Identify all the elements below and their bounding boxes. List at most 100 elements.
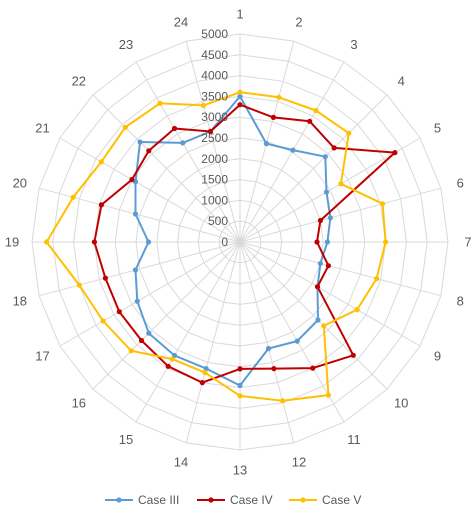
tick-label: 1000 bbox=[201, 193, 228, 207]
category-label: 15 bbox=[119, 432, 133, 447]
legend-item: Case III bbox=[105, 493, 179, 507]
data-point-10 bbox=[315, 317, 321, 323]
data-point-4 bbox=[322, 154, 328, 160]
category-label: 8 bbox=[457, 294, 464, 309]
legend-label: Case V bbox=[322, 493, 361, 507]
data-point-5 bbox=[323, 189, 330, 195]
tick-label: 0 bbox=[221, 235, 228, 249]
category-label: 11 bbox=[347, 432, 361, 447]
spoke-6 bbox=[239, 187, 442, 243]
data-point-11 bbox=[325, 392, 331, 398]
category-label: 19 bbox=[5, 235, 19, 250]
spoke-17 bbox=[59, 241, 241, 347]
data-point-14 bbox=[199, 380, 205, 386]
data-point-2 bbox=[276, 94, 282, 100]
category-label: 2 bbox=[295, 14, 302, 29]
data-point-11 bbox=[294, 338, 300, 344]
data-point-11 bbox=[310, 365, 316, 371]
data-point-2 bbox=[270, 114, 276, 120]
legend-swatch-marker bbox=[116, 497, 122, 503]
data-point-16 bbox=[138, 337, 145, 344]
data-point-21 bbox=[98, 159, 104, 165]
data-point-3 bbox=[307, 118, 313, 124]
spoke-4 bbox=[239, 94, 388, 243]
data-point-14 bbox=[203, 366, 209, 372]
spoke-11 bbox=[239, 241, 345, 423]
category-label: 24 bbox=[174, 14, 188, 29]
tick-label: 5000 bbox=[201, 27, 228, 41]
data-point-3 bbox=[290, 147, 296, 153]
series-case-iv bbox=[91, 102, 398, 386]
spoke-10 bbox=[239, 241, 388, 390]
tick-label: 500 bbox=[208, 214, 228, 228]
data-point-19 bbox=[145, 239, 152, 245]
spoke-23 bbox=[135, 61, 241, 243]
category-label: 23 bbox=[119, 37, 133, 52]
data-point-7 bbox=[314, 239, 320, 245]
data-point-18 bbox=[102, 275, 108, 281]
data-point-23 bbox=[171, 125, 178, 132]
data-point-17 bbox=[116, 309, 122, 315]
data-point-23 bbox=[157, 100, 163, 106]
spoke-12 bbox=[239, 241, 295, 444]
tick-label: 4000 bbox=[201, 69, 228, 83]
data-point-13 bbox=[237, 382, 243, 389]
data-point-24 bbox=[200, 102, 206, 108]
spoke-16 bbox=[92, 241, 241, 390]
tick-label: 4500 bbox=[201, 48, 228, 62]
tick-labels: 0 500 1000 1500 2000 2500 3000 3500 4000 4500 5000 bbox=[201, 27, 228, 249]
category-label: 13 bbox=[233, 463, 247, 478]
spoke-5 bbox=[239, 137, 421, 243]
data-point-20 bbox=[98, 202, 104, 208]
data-point-10 bbox=[321, 323, 327, 329]
category-label: 10 bbox=[394, 396, 408, 411]
data-point-1 bbox=[237, 93, 243, 99]
data-point-12 bbox=[265, 345, 272, 352]
legend-swatch-marker bbox=[300, 497, 306, 503]
data-point-9 bbox=[354, 307, 360, 313]
data-point-22 bbox=[122, 124, 128, 130]
data-point-16 bbox=[128, 348, 134, 354]
category-label: 16 bbox=[72, 396, 86, 411]
data-point-7 bbox=[324, 239, 330, 245]
data-point-3 bbox=[313, 107, 319, 114]
data-point-23 bbox=[180, 140, 186, 146]
spoke-18 bbox=[38, 241, 241, 297]
category-label: 6 bbox=[457, 176, 464, 191]
data-point-18 bbox=[132, 267, 139, 273]
category-label: 9 bbox=[434, 349, 441, 364]
data-point-1 bbox=[237, 89, 243, 95]
data-point-21 bbox=[129, 177, 135, 183]
data-point-5 bbox=[338, 181, 344, 187]
data-point-4 bbox=[346, 130, 352, 136]
legend-swatch-marker bbox=[208, 497, 214, 503]
data-point-1 bbox=[237, 102, 243, 108]
data-point-22 bbox=[146, 148, 152, 154]
data-point-24 bbox=[207, 128, 213, 135]
spoke-21 bbox=[59, 137, 241, 243]
data-point-20 bbox=[70, 194, 76, 200]
category-label: 1 bbox=[236, 7, 243, 22]
spoke-24 bbox=[185, 40, 241, 243]
data-point-16 bbox=[146, 330, 152, 336]
category-label: 4 bbox=[398, 73, 405, 88]
tick-label: 3500 bbox=[201, 89, 228, 103]
legend-item: Case IV bbox=[197, 493, 273, 507]
data-point-4 bbox=[331, 145, 337, 151]
series-case-v bbox=[44, 89, 389, 404]
data-point-8 bbox=[317, 260, 323, 267]
data-point-2 bbox=[263, 141, 269, 147]
legend: Case III Case IV Case V bbox=[105, 493, 361, 507]
legend-item: Case V bbox=[289, 493, 361, 507]
data-point-6 bbox=[317, 217, 323, 224]
data-point-20 bbox=[132, 211, 139, 217]
spoke-14 bbox=[185, 241, 241, 444]
series-line bbox=[134, 95, 332, 387]
data-point-6 bbox=[380, 201, 386, 207]
data-point-8 bbox=[374, 276, 380, 282]
tick-label: 3000 bbox=[201, 110, 228, 124]
data-point-14 bbox=[202, 370, 208, 376]
tick-label: 2000 bbox=[201, 152, 228, 166]
category-label: 5 bbox=[434, 121, 441, 136]
tick-label: 2500 bbox=[201, 131, 228, 145]
